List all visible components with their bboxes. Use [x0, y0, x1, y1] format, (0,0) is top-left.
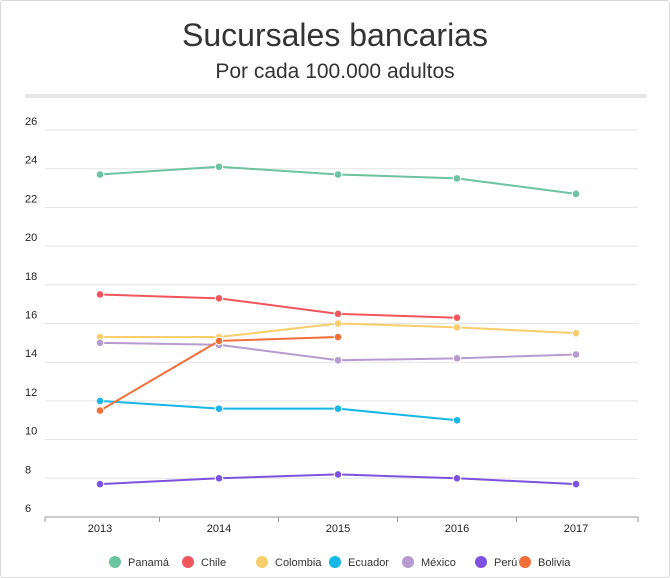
- data-point[interactable]: [333, 309, 343, 319]
- y-tick-label: 12: [25, 387, 37, 399]
- legend-item-mexico[interactable]: México: [402, 556, 456, 569]
- data-point[interactable]: [333, 355, 343, 365]
- data-point[interactable]: [214, 404, 224, 413]
- data-point[interactable]: [571, 479, 581, 489]
- legend-item-bolivia[interactable]: Bolivia: [519, 556, 571, 569]
- y-tick-label: 18: [25, 271, 37, 283]
- y-tick-label: 6: [25, 503, 31, 515]
- data-point[interactable]: [214, 474, 224, 483]
- series-ecuador: [95, 396, 462, 425]
- legend-label: Panamá: [128, 557, 170, 569]
- legend-swatch: [182, 556, 194, 568]
- data-point[interactable]: [571, 350, 581, 359]
- data-point[interactable]: [95, 479, 105, 489]
- legend-label: Bolivia: [538, 557, 571, 569]
- series-group: [95, 162, 581, 489]
- legend-label: Ecuador: [348, 557, 389, 569]
- legend-label: Perú: [494, 557, 517, 569]
- data-point[interactable]: [95, 170, 105, 179]
- y-tick-label: 20: [25, 232, 37, 244]
- x-tick-label: 2014: [207, 523, 231, 535]
- data-point[interactable]: [452, 323, 462, 332]
- chart-subtitle: Por cada 100.000 adultos: [215, 60, 455, 83]
- y-tick-label: 10: [25, 426, 37, 438]
- x-tick-label: 2013: [88, 523, 112, 535]
- data-point[interactable]: [214, 162, 224, 172]
- y-tick-label: 26: [25, 116, 37, 128]
- chart-title: Sucursales bancarias: [182, 17, 488, 53]
- data-point[interactable]: [452, 174, 462, 183]
- legend-swatch: [109, 556, 121, 568]
- series-line: [99, 293, 458, 319]
- data-point[interactable]: [333, 332, 343, 342]
- data-point[interactable]: [571, 328, 581, 338]
- data-point[interactable]: [333, 170, 343, 179]
- legend-item-chile[interactable]: Chile: [182, 556, 226, 569]
- y-tick-label: 24: [25, 155, 37, 167]
- legend-label: Colombia: [275, 557, 322, 569]
- title-divider: [25, 94, 646, 98]
- legend-item-peru[interactable]: Perú: [475, 556, 517, 569]
- y-tick-label: 14: [25, 348, 37, 360]
- data-point[interactable]: [452, 415, 462, 425]
- y-tick-label: 16: [25, 310, 37, 322]
- data-point[interactable]: [214, 294, 224, 303]
- legend-swatch: [402, 556, 414, 568]
- legend-label: Chile: [201, 557, 226, 569]
- x-tick-label: 2016: [445, 523, 469, 535]
- legend-item-colombia[interactable]: Colombia: [256, 556, 322, 569]
- data-point[interactable]: [95, 396, 105, 406]
- data-point[interactable]: [452, 354, 462, 363]
- data-point[interactable]: [333, 319, 343, 328]
- legend-item-ecuador[interactable]: Ecuador: [329, 556, 389, 569]
- data-point[interactable]: [333, 470, 343, 479]
- y-tick-label: 22: [25, 193, 37, 205]
- series-panama: [95, 162, 581, 199]
- data-point[interactable]: [95, 290, 105, 299]
- series-peru: [95, 470, 581, 489]
- legend-label: México: [421, 557, 456, 569]
- series-mexico: [95, 338, 581, 365]
- data-point[interactable]: [571, 189, 581, 199]
- x-axis: 2013 2014 2015 2016 2017: [44, 517, 639, 535]
- legend-swatch: [519, 556, 531, 568]
- y-tick-label: 8: [25, 464, 31, 476]
- legend[interactable]: Panamá Chile Colombia Ecuador México Perú Boli…: [109, 556, 571, 569]
- data-point[interactable]: [95, 406, 105, 415]
- data-point[interactable]: [333, 404, 343, 413]
- legend-item-panama[interactable]: Panamá: [109, 556, 170, 569]
- data-point[interactable]: [452, 474, 462, 483]
- x-tick-label: 2015: [326, 523, 350, 535]
- series-line: [99, 399, 458, 422]
- x-tick-label: 2017: [564, 523, 588, 535]
- series-bolivia: [95, 332, 343, 415]
- data-point[interactable]: [95, 338, 105, 348]
- legend-swatch: [329, 556, 341, 568]
- y-axis: 6 8 10 12 14 16 18 20 22 24 26: [25, 116, 37, 515]
- legend-swatch: [256, 556, 268, 568]
- legend-swatch: [475, 556, 487, 568]
- data-point[interactable]: [452, 313, 462, 322]
- series-chile: [95, 290, 462, 322]
- data-point[interactable]: [214, 336, 224, 346]
